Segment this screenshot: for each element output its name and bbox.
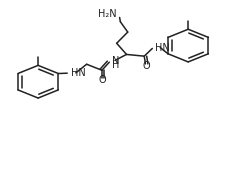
Text: H₂N: H₂N — [98, 9, 117, 19]
Text: H: H — [112, 60, 120, 70]
Text: HN: HN — [155, 42, 170, 53]
Text: O: O — [142, 61, 150, 71]
Text: N: N — [112, 56, 120, 66]
Text: O: O — [99, 75, 107, 85]
Text: HN: HN — [71, 68, 85, 78]
